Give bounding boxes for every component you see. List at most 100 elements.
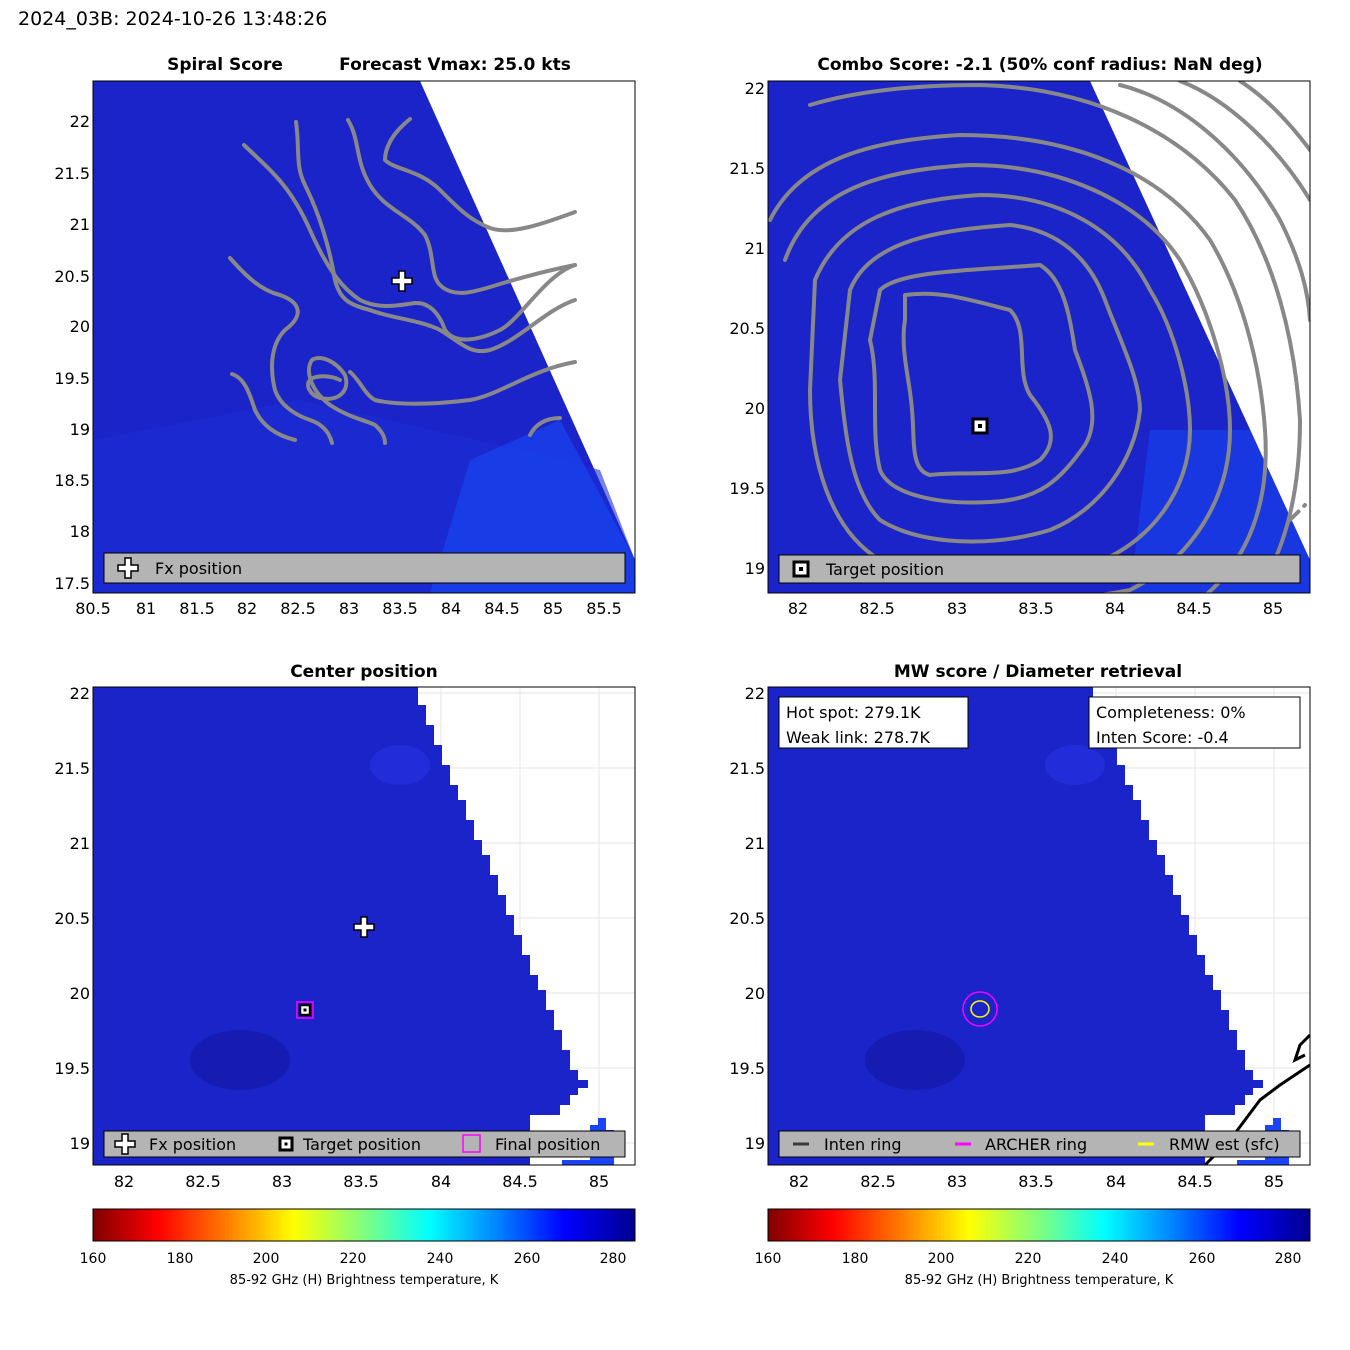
panel-center-position: Center position — [54, 662, 636, 1191]
x-tick-label: 82 — [788, 599, 808, 618]
panel4-info-left: Hot spot: 279.1K Weak link: 278.7K — [778, 696, 969, 749]
rmw-ring — [970, 1000, 990, 1018]
panel2-contours — [768, 81, 1310, 593]
x-tick-label: 84.5 — [1177, 1172, 1213, 1191]
y-tick-label: 19.5 — [54, 1059, 90, 1078]
panel1-yaxis: 22 21.5 21 20.5 20 19.5 19 18.5 18 17.5 — [54, 112, 90, 593]
y-tick-label: 20 — [70, 317, 90, 336]
colorbar-tick-label: 280 — [600, 1251, 627, 1267]
target-legend-icon — [792, 560, 810, 578]
colorbar-tick-label: 220 — [340, 1251, 367, 1267]
colorbar-label: 85-92 GHz (H) Brightness temperature, K — [905, 1273, 1174, 1288]
completeness-text: Completeness: 0% — [1096, 703, 1246, 722]
x-tick-label: 83 — [339, 599, 359, 618]
inten-score-text: Inten Score: -0.4 — [1096, 728, 1229, 747]
x-tick-label: 82.5 — [280, 599, 316, 618]
x-tick-label: 81 — [136, 599, 156, 618]
x-tick-label: 83.5 — [343, 1172, 379, 1191]
colorbar-tick-label: 160 — [755, 1251, 782, 1267]
y-tick-label: 22 — [745, 79, 765, 98]
x-tick-label: 83 — [272, 1172, 292, 1191]
y-tick-label: 22 — [70, 684, 90, 703]
panel-mw-score: MW score / Diameter retrieval — [729, 662, 1311, 1191]
panel4-legend-archer: ARCHER ring — [985, 1135, 1087, 1154]
panel3-legend-fx: Fx position — [149, 1135, 236, 1154]
fx-legend-icon — [114, 1133, 136, 1155]
y-tick-label: 19.5 — [54, 369, 90, 388]
y-tick-label: 20.5 — [729, 319, 765, 338]
panel3-legend-final: Final position — [495, 1135, 600, 1154]
panel1-contours — [228, 117, 577, 445]
y-tick-label: 21.5 — [54, 164, 90, 183]
panel4-info-right: Completeness: 0% Inten Score: -0.4 — [1088, 696, 1301, 749]
x-tick-label: 85 — [543, 599, 563, 618]
panel4-yaxis: 22 21.5 21 20.5 20 19.5 19 — [729, 684, 765, 1153]
y-tick-label: 18.5 — [54, 471, 90, 490]
y-tick-label: 19.5 — [729, 479, 765, 498]
y-tick-label: 21.5 — [729, 759, 765, 778]
y-tick-label: 21.5 — [54, 759, 90, 778]
y-tick-label: 17.5 — [54, 574, 90, 593]
x-tick-label: 84 — [431, 1172, 451, 1191]
panel4-title: MW score / Diameter retrieval — [894, 662, 1182, 682]
y-tick-label: 19 — [745, 1134, 765, 1153]
x-tick-label: 85 — [1263, 599, 1283, 618]
y-tick-label: 19 — [745, 559, 765, 578]
panel3-xaxis: 82 82.5 83 83.5 84 84.5 85 — [114, 1172, 609, 1191]
x-tick-label: 84.5 — [502, 1172, 538, 1191]
y-tick-label: 20 — [745, 399, 765, 418]
x-tick-label: 83 — [947, 1172, 967, 1191]
y-tick-label: 20.5 — [54, 909, 90, 928]
panel3-title: Center position — [290, 662, 438, 682]
panel4-legend-inten: Inten ring — [824, 1135, 902, 1154]
panel3-yaxis: 22 21.5 21 20.5 20 19.5 19 — [54, 684, 90, 1153]
panel4-legend-rmw: RMW est (sfc) — [1169, 1135, 1280, 1154]
colorbar-tick-label: 260 — [1189, 1251, 1216, 1267]
colorbar-tick-label: 160 — [80, 1251, 107, 1267]
x-tick-label: 82 — [114, 1172, 134, 1191]
panel2-xaxis: 82 82.5 83 83.5 84 84.5 85 — [788, 599, 1283, 618]
panel4-legend: Inten ring ARCHER ring RMW est (sfc) — [778, 1130, 1301, 1158]
colorbar-tick-label: 180 — [167, 1251, 194, 1267]
final-legend-icon — [462, 1134, 481, 1153]
colorbar-tick-label: 180 — [842, 1251, 869, 1267]
x-tick-label: 83.5 — [382, 599, 418, 618]
x-tick-label: 84 — [1105, 599, 1125, 618]
panel3-legend: Fx position Target position Final positi… — [103, 1130, 626, 1158]
colorbar-tick-label: 220 — [1015, 1251, 1042, 1267]
x-tick-label: 83.5 — [1018, 599, 1054, 618]
y-tick-label: 21 — [745, 834, 765, 853]
panel1-subtitle: Forecast Vmax: 25.0 kts — [339, 55, 571, 75]
y-tick-label: 21.5 — [729, 159, 765, 178]
y-tick-label: 20.5 — [729, 909, 765, 928]
x-tick-label: 83.5 — [1018, 1172, 1054, 1191]
x-tick-label: 83 — [947, 599, 967, 618]
colorbar-tick-label: 200 — [928, 1251, 955, 1267]
colorbar-tick-label: 280 — [1275, 1251, 1302, 1267]
panel2-title: Combo Score: -2.1 (50% conf radius: NaN … — [817, 55, 1262, 75]
panel2-legend-target: Target position — [825, 560, 944, 579]
colorbar-right: 160 180 200 220 240 260 280 85-92 GHz (H… — [755, 1208, 1311, 1288]
x-tick-label: 84.5 — [1176, 599, 1212, 618]
panel1-xaxis: 80.5 81 81.5 82 82.5 83 83.5 84 84.5 85 … — [75, 599, 622, 618]
x-tick-label: 82.5 — [185, 1172, 221, 1191]
x-tick-label: 84.5 — [484, 599, 520, 618]
colorbar-label: 85-92 GHz (H) Brightness temperature, K — [230, 1273, 499, 1288]
x-tick-label: 84 — [1106, 1172, 1126, 1191]
x-tick-label: 82 — [237, 599, 257, 618]
y-tick-label: 20 — [745, 984, 765, 1003]
panel2-yaxis: 22 21.5 21 20.5 20 19.5 19 — [729, 79, 765, 578]
target-legend-icon — [278, 1136, 294, 1152]
y-tick-label: 20.5 — [54, 267, 90, 286]
y-tick-label: 20 — [70, 984, 90, 1003]
panel4-xaxis: 82 82.5 83 83.5 84 84.5 85 — [789, 1172, 1284, 1191]
panel1-title: Spiral Score — [167, 55, 283, 75]
fx-legend-icon — [117, 557, 139, 579]
x-tick-label: 82.5 — [859, 599, 895, 618]
colorbar-tick-label: 240 — [1102, 1251, 1129, 1267]
weak-link-text: Weak link: 278.7K — [786, 728, 930, 747]
final-position-marker — [296, 1001, 314, 1019]
panel-combo-score: Combo Score: -2.1 (50% conf radius: NaN … — [729, 55, 1311, 618]
y-tick-label: 19.5 — [729, 1059, 765, 1078]
